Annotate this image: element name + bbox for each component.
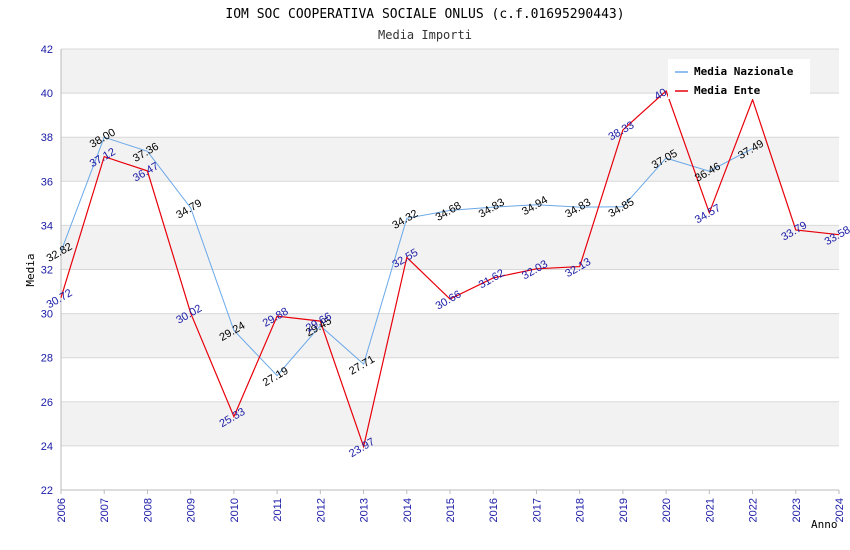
y-axis-label: Media [24, 253, 37, 286]
x-tick-label: 2014 [402, 498, 414, 522]
x-axis-label: Anno [811, 518, 838, 531]
x-tick-label: 2007 [99, 498, 111, 522]
series-line-nazionale [60, 136, 753, 377]
y-tick-label: 28 [41, 353, 53, 365]
background-bands [61, 49, 839, 490]
y-tick-label: 24 [41, 441, 53, 453]
x-tick-label: 2017 [531, 498, 543, 522]
x-tick-label: 2013 [359, 498, 371, 522]
band [61, 181, 839, 226]
series-lines [60, 89, 840, 449]
y-tick-label: 32 [41, 265, 53, 277]
chart-title: IOM SOC COOPERATIVA SOCIALE ONLUS (c.f.0… [225, 7, 624, 22]
y-tick-label: 42 [41, 44, 53, 56]
y-tick-label: 40 [41, 88, 53, 100]
x-tick-label: 2008 [142, 498, 154, 522]
y-tick-label: 30 [41, 309, 53, 321]
x-tick-label: 2023 [791, 498, 803, 522]
x-tick-label: 2021 [704, 498, 716, 522]
band [61, 137, 839, 182]
y-tick-labels: 22 24 26 28 30 32 34 36 38 40 42 [41, 44, 53, 497]
y-tick-label: 22 [41, 485, 53, 497]
x-tick-label: 2018 [575, 498, 587, 522]
band [61, 445, 839, 490]
band [61, 401, 839, 446]
band [61, 93, 839, 138]
x-tick-label: 2012 [315, 498, 327, 522]
x-tick-label: 2006 [56, 498, 68, 522]
x-tick-label: 2024 [834, 498, 846, 522]
y-tick-label: 34 [41, 220, 53, 232]
x-tick-label: 2015 [445, 498, 457, 522]
legend-background [668, 59, 810, 99]
x-tick-labels: 2006 2007 2008 2009 2010 2011 2012 2013 2014 2015… [56, 490, 846, 522]
band [61, 225, 839, 270]
chart-subtitle: Media Importi [378, 28, 472, 42]
legend-label-nazionale: Media Nazionale [694, 65, 794, 78]
y-tick-label: 36 [41, 176, 53, 188]
x-tick-label: 2010 [229, 498, 241, 522]
x-tick-label: 2019 [618, 498, 630, 522]
y-tick-label: 26 [41, 397, 53, 409]
y-tick-label: 38 [41, 132, 53, 144]
band [61, 269, 839, 314]
x-tick-label: 2009 [186, 498, 198, 522]
band [61, 357, 839, 402]
x-tick-label: 2016 [488, 498, 500, 522]
series-line-ente [60, 89, 840, 449]
x-tick-label: 2011 [272, 498, 284, 522]
x-tick-label: 2020 [661, 498, 673, 522]
legend: Media Nazionale Media Ente [668, 59, 810, 99]
legend-label-ente: Media Ente [694, 84, 761, 97]
band [61, 313, 839, 358]
x-tick-label: 2022 [748, 498, 760, 522]
